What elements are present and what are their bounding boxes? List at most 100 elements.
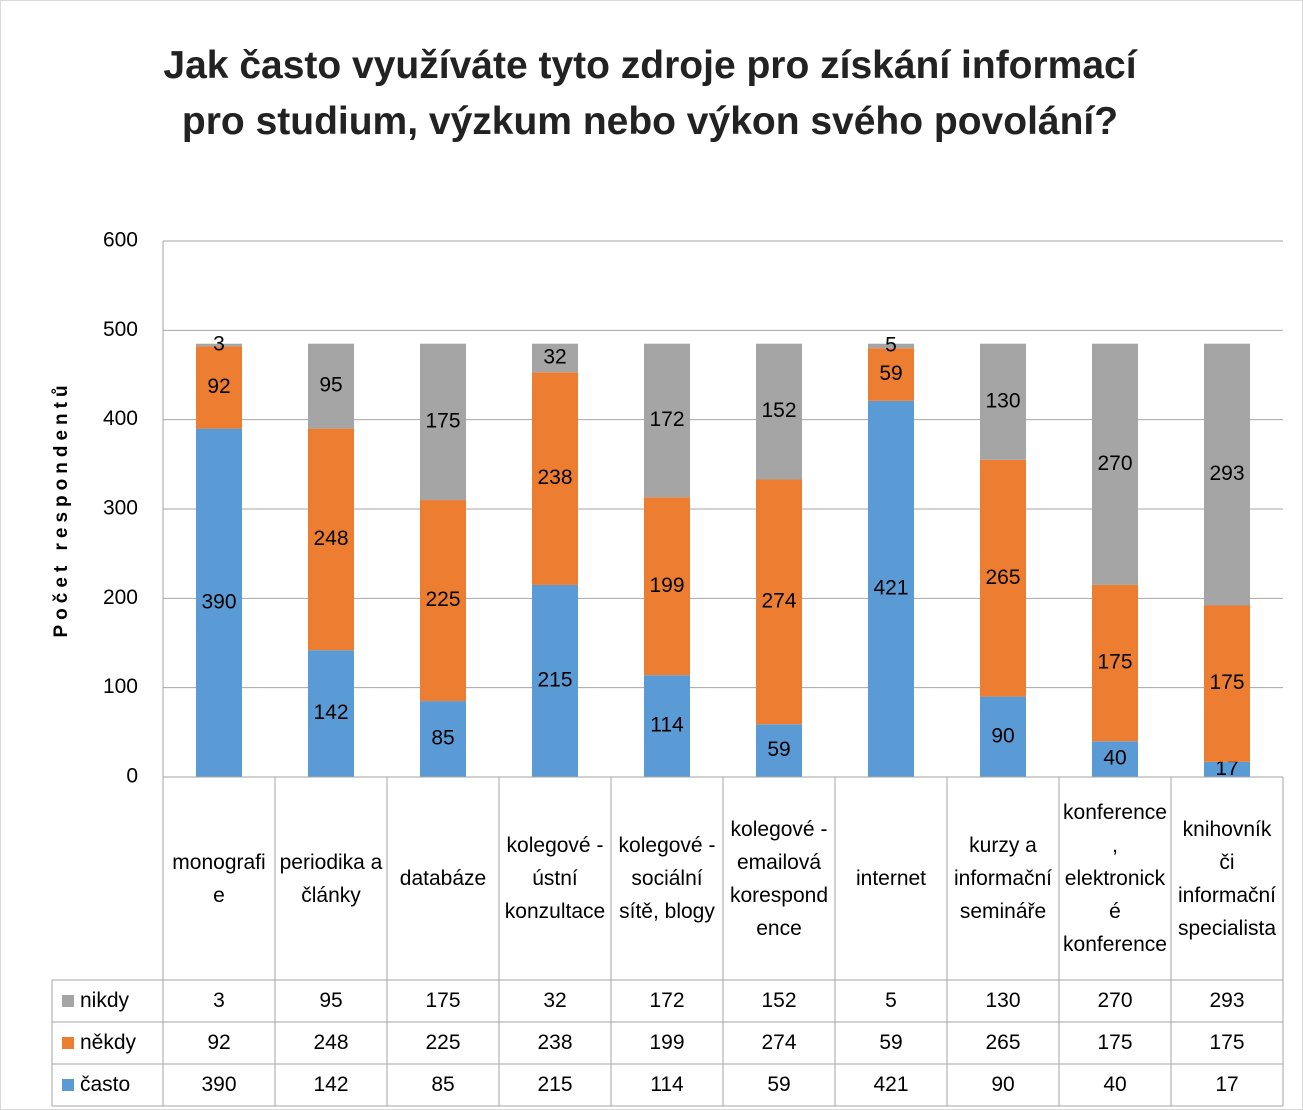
data-label: 172 [649, 408, 684, 431]
table-cell: 59 [767, 1073, 791, 1096]
x-tick-label: databáze [399, 867, 487, 890]
data-label: 3 [213, 333, 225, 356]
data-label: 199 [649, 574, 684, 597]
data-label: 175 [1209, 671, 1244, 694]
table-cell: 421 [873, 1073, 909, 1096]
bar-segment [868, 343, 914, 349]
legend-swatch [62, 1079, 74, 1091]
bar-segment [196, 346, 242, 429]
data-label: 175 [1097, 651, 1132, 674]
table-cell: 215 [537, 1073, 573, 1096]
table-cell: 175 [1097, 1031, 1133, 1054]
bar-segment [1092, 741, 1138, 777]
data-label: 265 [985, 566, 1020, 589]
y-tick-label: 400 [103, 407, 138, 430]
data-label: 95 [319, 374, 342, 397]
table-cell: 142 [313, 1073, 349, 1096]
table-cell: 293 [1209, 989, 1245, 1012]
bar-segment [196, 428, 242, 777]
table-cell: 238 [537, 1031, 573, 1054]
bar-segment [756, 724, 802, 777]
bar-segment [868, 400, 914, 777]
table-cell: 274 [761, 1031, 797, 1054]
data-label: 32 [543, 346, 566, 369]
table-cell: 85 [431, 1073, 455, 1096]
bar-segment [308, 650, 354, 777]
data-label: 270 [1097, 452, 1132, 475]
bar-segment [420, 701, 466, 777]
data-label: 421 [873, 577, 908, 600]
bar-segment [756, 343, 802, 480]
x-tick-label: monografie [172, 850, 266, 907]
data-label: 152 [761, 399, 796, 422]
data-label: 238 [537, 466, 572, 489]
table-cell: 175 [1209, 1031, 1245, 1054]
bar-segment [308, 343, 354, 429]
table-cell: 130 [985, 989, 1021, 1012]
legend-label: často [80, 1073, 131, 1096]
bar-segment [644, 497, 690, 676]
bar-segment [1204, 761, 1250, 777]
x-tick-label: kurzy a informační semináře [953, 834, 1053, 923]
table-cell: 172 [649, 989, 685, 1012]
data-label: 215 [537, 669, 572, 692]
x-tick-label: kolegové - emailová korespondence [729, 817, 829, 940]
table-cell: 40 [1103, 1073, 1127, 1096]
table-cell: 90 [991, 1073, 1015, 1096]
table-cell: 114 [650, 1073, 684, 1096]
data-label: 293 [1209, 462, 1244, 485]
legend-swatch [62, 1037, 74, 1049]
table-cell: 390 [201, 1073, 237, 1096]
bar-segment [1092, 584, 1138, 742]
bar-segment [308, 428, 354, 651]
bar-segment [532, 343, 578, 373]
bar-segment [980, 343, 1026, 460]
table-cell: 265 [985, 1031, 1021, 1054]
y-tick-label: 100 [103, 675, 138, 698]
y-tick-label: 200 [103, 586, 138, 609]
data-label: 390 [201, 590, 236, 613]
bar-segment [196, 343, 242, 347]
table-cell: 199 [649, 1031, 685, 1054]
x-tick-label: konference, elektronické konference [1063, 801, 1167, 956]
data-label: 40 [1103, 747, 1126, 770]
table-cell: 95 [319, 989, 343, 1012]
bar-segment [644, 343, 690, 498]
bar-segment [980, 696, 1026, 777]
x-tick-label: knihovník či informační specialista [1177, 817, 1277, 940]
bar-segment [980, 459, 1026, 697]
table-cell: 92 [207, 1031, 231, 1054]
table-cell: 59 [879, 1031, 903, 1054]
x-tick-label: kolegové - ústní konzultace [504, 834, 606, 923]
table-cell: 152 [761, 989, 797, 1012]
data-label: 114 [650, 714, 684, 737]
table-cell: 225 [425, 1031, 461, 1054]
x-tick-label: kolegové - sociální sítě, blogy [618, 834, 716, 923]
bar-segment [532, 584, 578, 777]
table-cell: 270 [1097, 989, 1133, 1012]
legend-swatch [62, 995, 74, 1007]
y-axis-label: Počet respondentů [51, 380, 72, 637]
table-cell: 248 [313, 1031, 349, 1054]
data-label: 175 [425, 409, 460, 432]
data-label: 92 [207, 375, 230, 398]
x-tick-label: internet [855, 867, 927, 890]
bar-segment [644, 675, 690, 777]
data-label: 59 [879, 362, 902, 385]
bar-segment [1204, 605, 1250, 762]
data-label: 274 [761, 589, 796, 612]
data-label: 248 [313, 527, 348, 550]
table-cell: 17 [1215, 1073, 1239, 1096]
bar-segment [532, 372, 578, 585]
bar-segment [420, 500, 466, 702]
data-label: 59 [767, 738, 790, 761]
y-tick-label: 600 [103, 229, 138, 252]
legend-label: někdy [80, 1031, 137, 1054]
bar-segment [420, 343, 466, 501]
bar-segment [1092, 343, 1138, 585]
data-label: 17 [1215, 757, 1238, 780]
bar-segment [868, 348, 914, 401]
data-label: 5 [885, 334, 897, 357]
